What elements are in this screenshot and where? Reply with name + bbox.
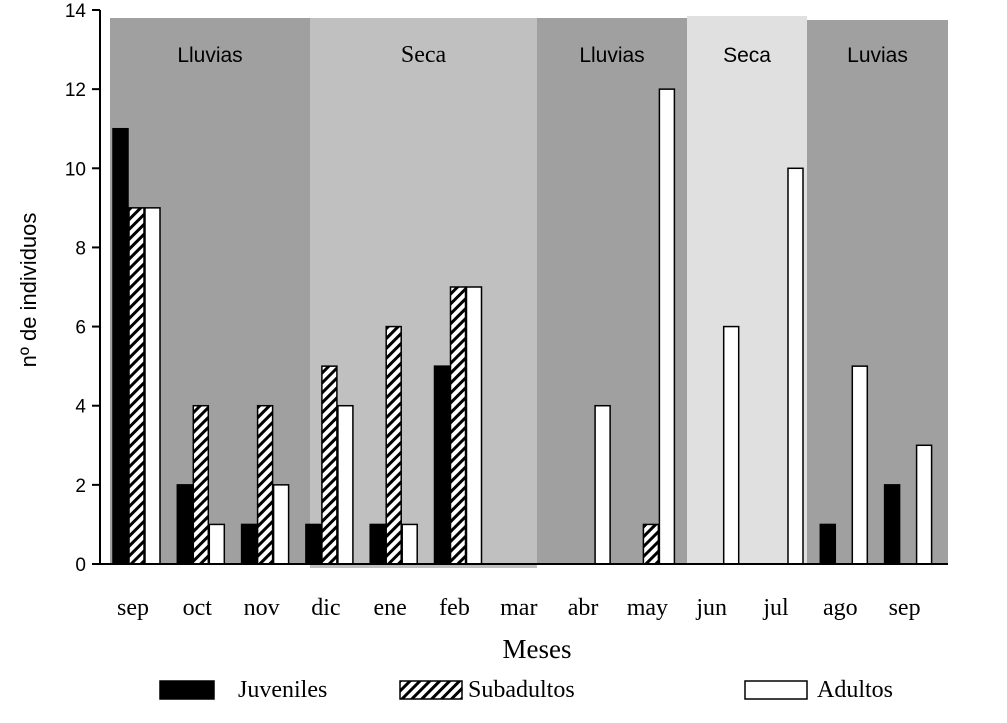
legend-label: Adultos [817, 677, 893, 703]
bar-adultos [722, 325, 740, 565]
bar-subadultos [385, 325, 402, 565]
bar-adultos [915, 444, 933, 565]
y-tick-label: 10 [65, 159, 86, 180]
y-tick-label: 12 [65, 80, 86, 101]
bar-adultos [787, 167, 804, 565]
bar-adultos [337, 404, 354, 565]
y-axis-label: nº de individuos [16, 213, 41, 368]
bar-subadultos [449, 286, 467, 565]
bar-subadultos [642, 523, 660, 565]
legend: Juveniles Subadultos Adultos [159, 677, 893, 703]
x-tick-label: abr [568, 595, 599, 621]
x-tick-label: ago [823, 595, 858, 621]
bar-adultos [272, 484, 290, 565]
x-axis-label: Meses [503, 634, 572, 664]
bar-adultos [208, 523, 226, 565]
legend-label: Juveniles [238, 677, 327, 703]
bar-adultos [658, 88, 676, 565]
legend-label: Subadultos [468, 677, 575, 703]
x-tick-label: sep [117, 595, 149, 621]
y-tick-label: 4 [75, 397, 86, 418]
season-label: Lluvias [579, 44, 644, 67]
legend-swatch-adultos [744, 680, 808, 700]
y-tick-label: 14 [65, 1, 87, 22]
y-tick-label: 6 [75, 318, 86, 339]
bar-juveniles [305, 523, 322, 565]
x-tick-label: dic [311, 595, 340, 621]
bar-subadultos [192, 404, 210, 565]
bar-subadultos [321, 365, 338, 565]
x-tick-label: feb [439, 595, 470, 621]
bar-juveniles [883, 484, 901, 565]
y-tick-label: 0 [75, 555, 86, 576]
bar-adultos [144, 207, 161, 565]
season-label: Seca [401, 42, 447, 68]
bar-adultos [851, 365, 869, 565]
bar-juveniles [433, 365, 451, 565]
y-tick-label: 2 [75, 476, 86, 497]
x-tick-label: oct [183, 595, 213, 621]
bar-adultos [594, 404, 611, 565]
x-tick-label: jun [695, 595, 727, 621]
bar-subadultos [256, 404, 274, 565]
y-tick-label: 8 [75, 238, 86, 259]
bar-juveniles [112, 127, 129, 565]
legend-swatch-subadultos [399, 680, 463, 700]
bar-adultos [401, 523, 418, 565]
season-label: Lluvias [177, 44, 242, 67]
x-tick-label: ene [374, 595, 407, 621]
bar-juveniles [176, 484, 194, 565]
x-tick-label: sep [889, 595, 921, 621]
legend-swatch-juveniles [159, 680, 215, 700]
season-band [687, 16, 807, 564]
season-label: Seca [723, 44, 771, 67]
bar-adultos [465, 286, 483, 565]
x-tick-label: nov [244, 595, 280, 621]
bar-juveniles [819, 523, 837, 565]
bar-subadultos [128, 207, 145, 565]
bar-juveniles [369, 523, 386, 565]
bar-juveniles [240, 523, 258, 565]
x-tick-label: mar [500, 595, 537, 621]
x-tick-label: jul [762, 595, 789, 621]
season-label: Luvias [847, 44, 908, 67]
x-tick-label: may [627, 595, 668, 621]
